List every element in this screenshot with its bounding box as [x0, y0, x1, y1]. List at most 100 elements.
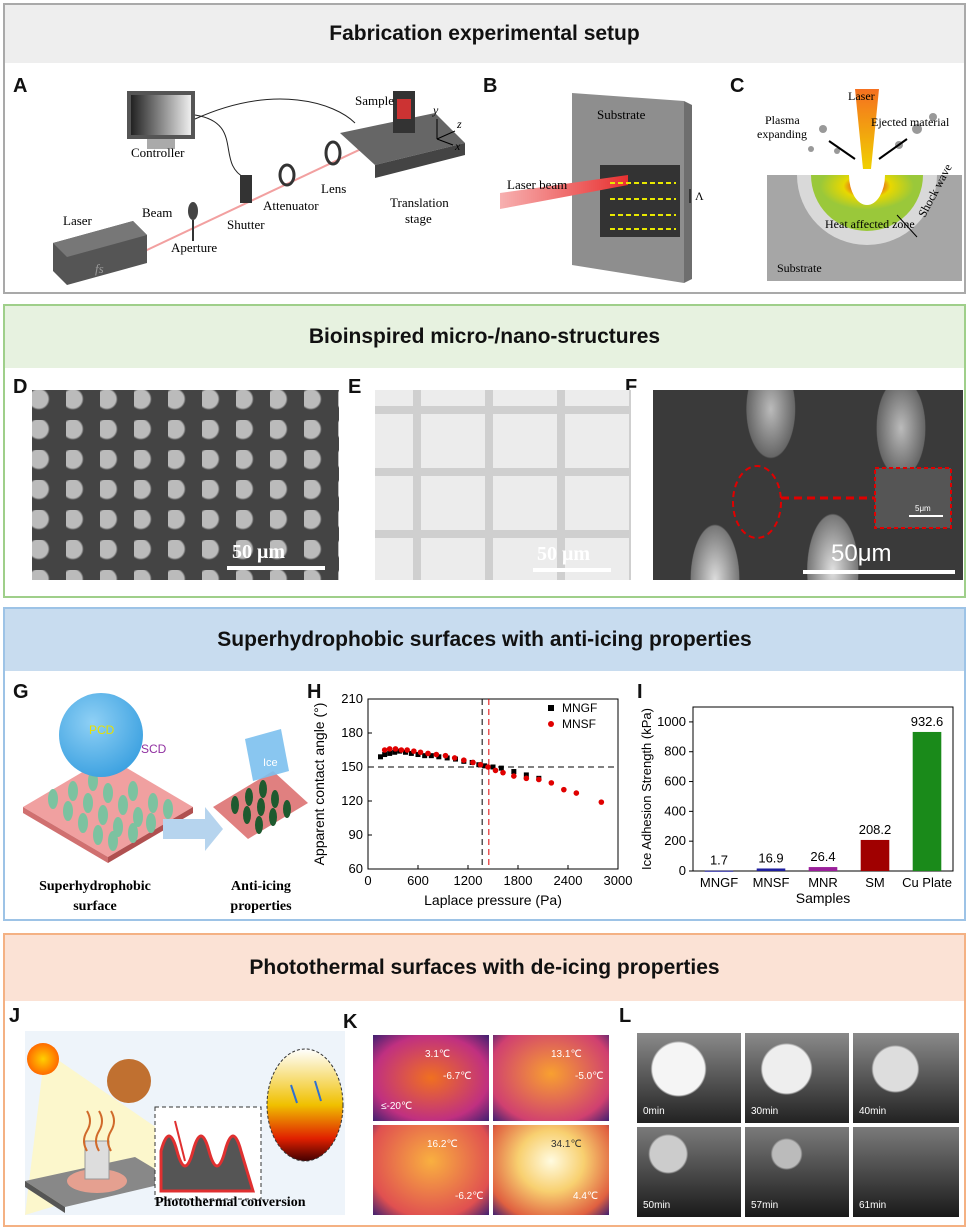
label-substrate-b: Substrate: [597, 107, 646, 122]
bar-cu-plate: [912, 731, 942, 871]
panel-label-b: B: [483, 75, 498, 97]
data-point-mngf: [436, 754, 442, 760]
label-sample: Sample: [355, 93, 394, 108]
x-tick-label-h: 1200: [454, 873, 483, 888]
data-point-mnsf: [392, 746, 399, 752]
y-tick-label-h: 180: [341, 725, 363, 740]
data-point-mngf: [498, 765, 504, 771]
label-anti-icing: Anti-icing: [231, 879, 291, 894]
x-tick-label-h: 2400: [554, 873, 583, 888]
data-point-mngf: [403, 749, 408, 755]
panel-label-e: E: [348, 376, 362, 398]
data-point-mnsf: [451, 755, 458, 761]
deicing-time-6: 61min: [859, 1200, 887, 1211]
panel-label-d: D: [13, 376, 28, 398]
data-point-mnsf: [442, 752, 449, 759]
scale-bar-d: [227, 566, 325, 570]
section-superhydrophobic-title: Superhydrophobic surfaces with anti-icin…: [5, 609, 964, 671]
data-point-mnsf: [381, 747, 388, 753]
legend-label: MNSF: [562, 717, 596, 731]
deicing-time-4: 50min: [643, 1200, 671, 1211]
data-point-mnsf: [548, 780, 555, 786]
data-point-mnsf: [477, 761, 484, 768]
thermal-temp-2a: 13.1℃: [551, 1049, 582, 1060]
sem-image-f: 5μm 50μm: [653, 390, 963, 580]
label-pcd: PCD: [89, 723, 115, 737]
ablation-diagram: [767, 89, 962, 281]
bar-sm: [860, 839, 890, 871]
sem-image-d: 50 μm: [32, 390, 339, 580]
x-tick-label-i: Cu Plate: [902, 875, 952, 890]
panel-label-h: H: [307, 681, 322, 703]
y-tick-label-i: 200: [664, 833, 686, 848]
section-bioinspired: Bioinspired micro-/nano-structures D E F…: [3, 304, 966, 598]
bar-mngf: [704, 870, 734, 872]
label-stage: stage: [405, 211, 432, 226]
bar-value-label: 208.2: [859, 822, 892, 837]
label-surface: surface: [73, 899, 117, 914]
panel-label-l: L: [619, 1005, 632, 1027]
deicing-photo-1: 0min: [637, 1033, 741, 1123]
deicing-time-1: 0min: [643, 1106, 665, 1117]
label-laser-beam: Laser beam: [507, 177, 568, 192]
bar-value-label: 26.4: [810, 849, 835, 864]
label-substrate-c: Substrate: [777, 261, 822, 275]
data-point-mnsf: [425, 750, 431, 757]
scale-text-d: 50 μm: [232, 541, 285, 563]
y-tick-label-h: 90: [349, 827, 363, 842]
label-attenuator: Attenuator: [263, 198, 319, 213]
label-lambda: Λ: [695, 189, 704, 203]
deicing-photo-3: 40min: [853, 1033, 959, 1123]
bar-value-label: 932.6: [911, 714, 944, 729]
label-fs: fs: [95, 261, 104, 276]
x-tick-label-h: 0: [364, 873, 371, 888]
x-tick-label-i: MNR: [808, 875, 838, 890]
data-point-mnsf: [470, 759, 476, 766]
data-point-mngf: [422, 753, 428, 759]
x-axis-title-h: Laplace pressure (Pa): [424, 892, 562, 908]
label-haz: Heat affected zone: [825, 217, 915, 231]
data-point-mnsf: [433, 751, 440, 758]
y-tick-label-h: 210: [341, 691, 363, 706]
photothermal-illustration: [25, 1031, 345, 1215]
thermal-temp-3b: -6.2℃: [455, 1191, 484, 1202]
y-tick-label-i: 1000: [657, 714, 686, 729]
y-tick-label-h: 60: [349, 861, 363, 876]
x-tick-label-i: MNSF: [753, 875, 790, 890]
data-point-mngf: [428, 753, 434, 759]
deicing-time-5: 57min: [751, 1200, 779, 1211]
data-point-mngf: [408, 750, 414, 756]
panel-label-k: K: [343, 1011, 358, 1033]
section-fabrication-title: Fabrication experimental setup: [5, 5, 964, 63]
deicing-photo-5: 57min: [745, 1127, 849, 1217]
data-point-mnsf: [404, 747, 410, 753]
panel-label-j: J: [9, 1005, 21, 1027]
label-axis-x: x: [455, 139, 461, 153]
data-point-mnsf: [511, 773, 517, 779]
label-shutter: Shutter: [227, 217, 265, 232]
laser-scan-diagram: [500, 93, 692, 283]
y-tick-label-i: 0: [679, 863, 686, 878]
label-axis-y: y: [433, 103, 439, 117]
contact-angle-chart: 0 600 1200 1800 2400 3000 60 90 120 150 180 210 MNGF…: [311, 691, 632, 908]
data-point-mngf: [490, 764, 496, 770]
legend-marker: [548, 705, 554, 711]
data-point-mngf: [382, 752, 388, 758]
bar-value-label: 16.9: [758, 850, 783, 865]
thermal-temp-1c: ≤-20℃: [381, 1101, 413, 1112]
section-fabrication: Fabrication experimental setup A B C: [3, 3, 966, 294]
thermal-image-3: 16.2℃ -6.2℃: [373, 1125, 489, 1215]
section-bioinspired-title: Bioinspired micro-/nano-structures: [5, 306, 964, 368]
sem-image-e: 50 μm: [375, 390, 631, 580]
label-properties: properties: [230, 899, 292, 914]
label-translation: Translation: [390, 195, 449, 210]
inset-scale-text: 5μm: [915, 504, 931, 513]
y-tick-label-i: 400: [664, 803, 686, 818]
data-point-mnsf: [573, 790, 580, 796]
thermal-temp-4a: 34.1℃: [551, 1139, 582, 1150]
label-lens: Lens: [321, 181, 347, 196]
deicing-time-3: 40min: [859, 1106, 887, 1117]
label-photothermal-conversion: Photothermal conversion: [155, 1195, 306, 1210]
data-point-mngf: [415, 752, 421, 758]
x-tick-label-h: 600: [407, 873, 429, 888]
